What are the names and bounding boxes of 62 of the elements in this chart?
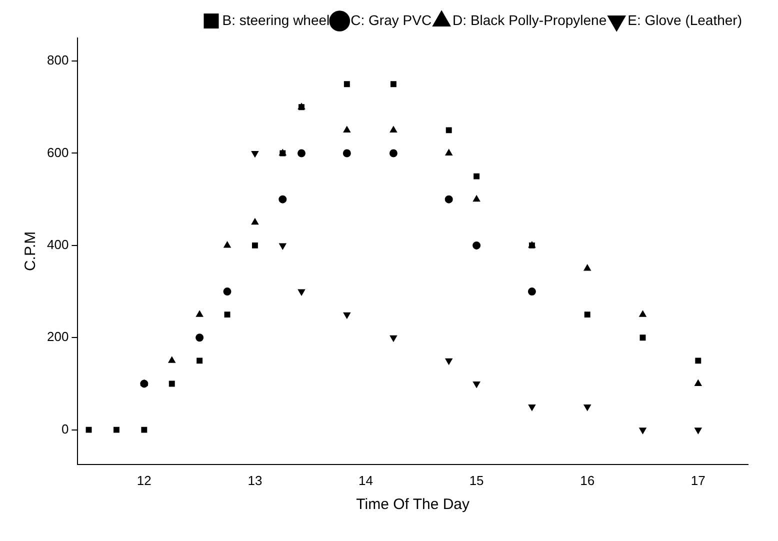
x-tick-label: 17 — [690, 472, 706, 488]
point — [472, 241, 481, 250]
point — [344, 81, 350, 88]
y-tick-label: 800 — [46, 52, 69, 68]
point — [528, 288, 536, 296]
y-tick-label: 600 — [46, 144, 69, 160]
point — [223, 288, 232, 296]
point — [279, 243, 286, 250]
point — [584, 264, 591, 271]
point — [141, 426, 148, 433]
x-tick-label: 12 — [136, 472, 152, 488]
x-tick-label: 13 — [248, 472, 262, 488]
legend-label: D: Black Polly-Propylene — [452, 12, 607, 28]
point — [196, 358, 203, 364]
x-tick-label: 15 — [469, 472, 484, 488]
point — [446, 127, 452, 134]
point — [640, 334, 646, 341]
point — [528, 404, 536, 411]
y-axis-title: C.P.M — [22, 231, 40, 272]
point — [168, 356, 176, 363]
point — [390, 126, 397, 132]
point — [473, 195, 480, 202]
point — [694, 380, 702, 386]
legend-label: C: Gray PVC — [350, 12, 432, 28]
y-tick-label: 0 — [61, 421, 69, 436]
point — [224, 312, 230, 318]
point — [474, 173, 480, 180]
y-tick-label: 400 — [46, 237, 69, 252]
x-axis-title: Time Of The Day — [356, 496, 470, 514]
x-tick-label: 16 — [580, 472, 595, 488]
point — [473, 381, 480, 388]
point — [445, 149, 452, 156]
y-tick-label: 200 — [46, 329, 69, 344]
legend-label: E: Glove (Leather) — [628, 12, 742, 28]
point — [694, 428, 702, 434]
point — [695, 358, 702, 364]
legend-label: B: steering wheel — [222, 12, 330, 28]
point — [639, 428, 646, 434]
point — [390, 81, 396, 88]
point — [251, 150, 258, 158]
point — [444, 195, 453, 204]
x-tick-label: 14 — [358, 472, 373, 488]
point — [224, 241, 231, 248]
point — [113, 426, 120, 433]
point — [390, 335, 397, 342]
point — [639, 310, 646, 317]
point — [584, 404, 591, 411]
point — [298, 289, 306, 296]
point — [342, 149, 351, 158]
point — [196, 334, 204, 342]
point — [445, 358, 452, 365]
point — [343, 126, 350, 132]
point — [196, 310, 204, 317]
point — [251, 218, 258, 225]
point — [297, 149, 306, 158]
point — [278, 195, 287, 204]
point — [86, 426, 92, 433]
point — [584, 312, 590, 318]
point — [343, 312, 350, 319]
point — [252, 242, 258, 248]
point — [168, 380, 175, 387]
point — [389, 149, 398, 158]
